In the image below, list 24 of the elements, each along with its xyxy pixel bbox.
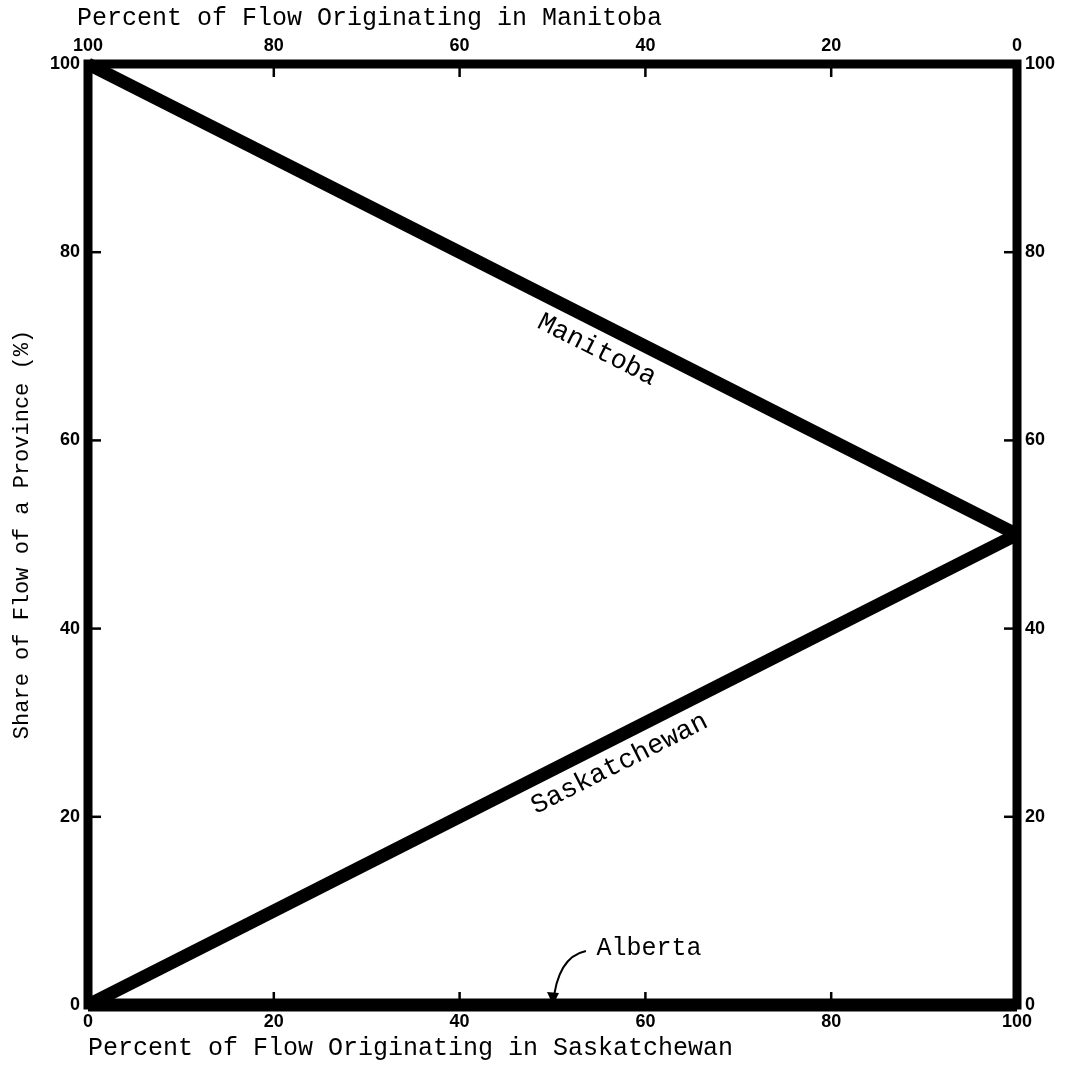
y-tick-label: 60 — [59, 429, 80, 450]
x2-tick-label: 20 — [821, 35, 842, 56]
x-tick-label: 60 — [635, 1010, 656, 1031]
x-tick-label: 80 — [821, 1010, 842, 1031]
y2-tick-label: 40 — [1025, 617, 1046, 638]
y2-tick-label: 20 — [1025, 805, 1046, 826]
y-tick-label: 20 — [59, 805, 80, 826]
y-tick-label: 0 — [69, 993, 80, 1014]
annotation: Alberta — [596, 934, 702, 963]
x2-tick-label: 40 — [635, 35, 656, 56]
y2-tick-label: 60 — [1025, 429, 1046, 450]
y-axis-title: Share of Flow of a Province (%) — [10, 329, 36, 740]
y2-tick-label: 100 — [1025, 52, 1056, 73]
y-tick-label: 80 — [59, 241, 80, 262]
x-axis-title: Percent of Flow Originating in Saskatchewan — [88, 1033, 734, 1063]
x-tick-label: 0 — [82, 1010, 94, 1031]
x-tick-label: 40 — [449, 1010, 470, 1031]
x2-tick-label: 0 — [1011, 35, 1023, 56]
x2-tick-label: 60 — [449, 35, 470, 56]
x-tick-label: 20 — [263, 1010, 284, 1031]
x2-tick-label: 80 — [263, 35, 284, 56]
y2-tick-label: 80 — [1025, 241, 1046, 262]
x2-axis-title: Percent of Flow Originating in Manitoba — [77, 3, 663, 33]
y-tick-label: 40 — [59, 617, 80, 638]
